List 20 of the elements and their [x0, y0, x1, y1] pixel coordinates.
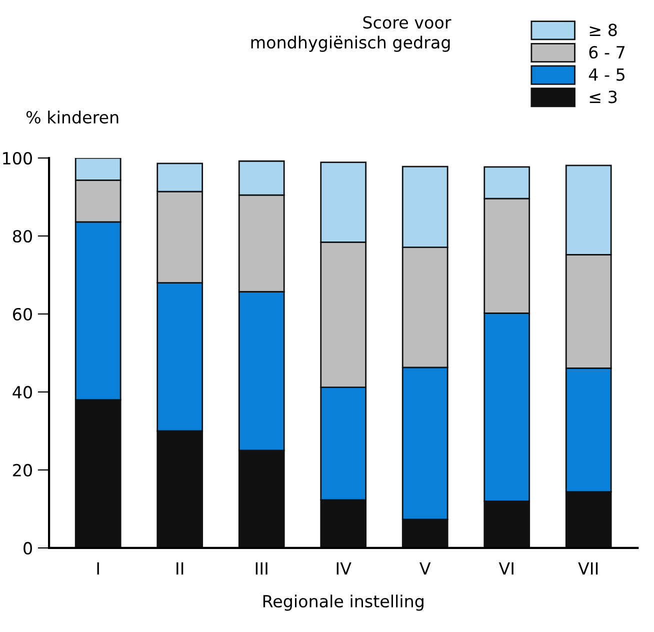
x-axis-title: Regionale instelling: [263, 594, 424, 611]
x-tick-label: VII: [578, 562, 598, 574]
y-tick-label: 20: [13, 464, 32, 477]
y-axis-title: % kinderen: [26, 110, 118, 124]
x-tick-label: II: [176, 562, 184, 574]
x-tick-label: III: [256, 562, 268, 574]
legend-label: ≤ 3: [590, 90, 617, 104]
y-tick-label: 60: [13, 308, 32, 321]
x-tick-label: IV: [336, 562, 352, 574]
x-tick-label: I: [97, 562, 99, 574]
x-tick-label: V: [420, 562, 431, 574]
y-tick-label: 100: [3, 152, 32, 165]
legend-title: Score voor mondhygiënisch gedrag: [251, 16, 452, 52]
y-tick-label: 80: [13, 230, 32, 243]
y-tick-label: 40: [12, 386, 32, 399]
x-tick-label: VI: [498, 562, 514, 574]
legend-label: 4 - 5: [588, 68, 624, 81]
legend-label: 6 - 7: [589, 46, 624, 59]
y-tick-label: 0: [24, 542, 32, 555]
legend-label: ≥ 8: [590, 24, 617, 36]
